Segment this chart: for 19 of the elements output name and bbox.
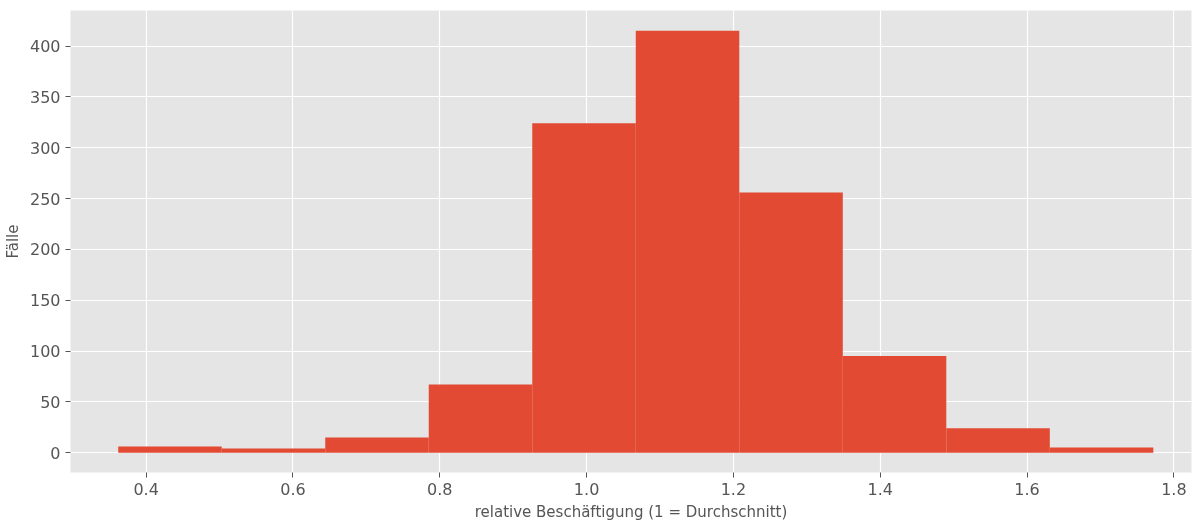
x-tick-label: 1.8 xyxy=(1161,479,1187,499)
x-axis-title: relative Beschäftigung (1 = Durchschnitt) xyxy=(474,502,788,521)
x-tick-label: 0.8 xyxy=(427,479,453,499)
y-tick-label: 400 xyxy=(29,37,61,57)
y-tick-label: 250 xyxy=(29,189,61,209)
x-tick-label: 1.2 xyxy=(720,479,747,499)
y-tick-label: 200 xyxy=(29,240,61,260)
y-tick-label: 300 xyxy=(29,138,61,158)
y-tick-label: 50 xyxy=(40,392,61,412)
x-tick-label: 1.0 xyxy=(573,479,600,499)
x-tick-label: 1.4 xyxy=(867,479,893,499)
x-tick-label: 0.6 xyxy=(280,479,306,499)
y-tick-label: 100 xyxy=(29,342,61,362)
x-tick-label: 1.6 xyxy=(1014,479,1040,499)
x-tick-label: 0.4 xyxy=(133,479,159,499)
y-axis-title: Fälle xyxy=(3,224,22,259)
y-tick-label: 0 xyxy=(50,443,61,463)
y-tick-label: 150 xyxy=(29,291,61,311)
y-tick-label: 350 xyxy=(29,87,61,107)
